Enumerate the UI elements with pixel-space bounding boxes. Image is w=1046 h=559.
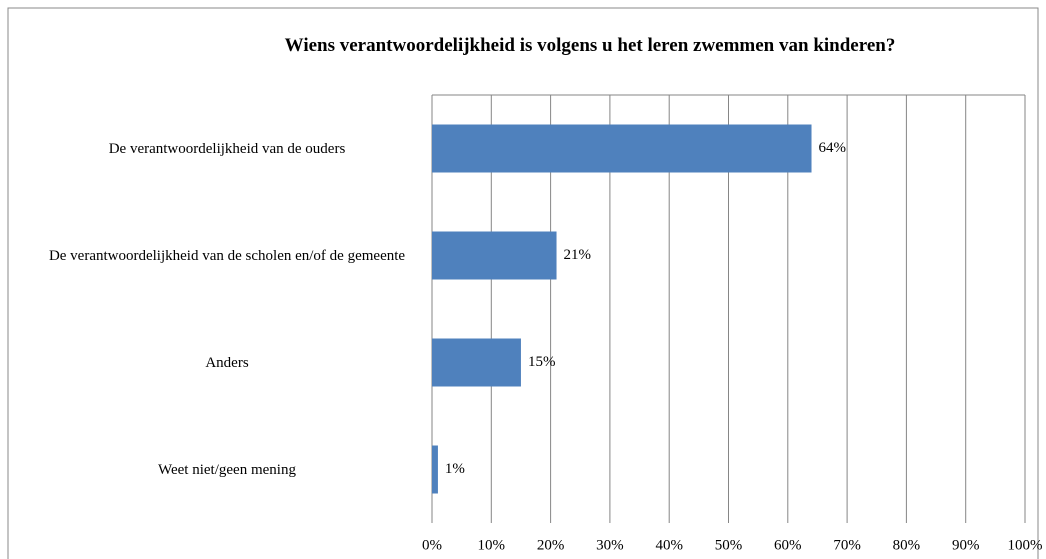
value-label: 1% [445, 461, 465, 477]
x-tick-label: 0% [422, 537, 442, 553]
x-tick-label: 10% [478, 537, 506, 553]
x-tick-label: 70% [833, 537, 861, 553]
x-tick-label: 90% [952, 537, 980, 553]
x-tick-label: 60% [774, 537, 802, 553]
value-label: 15% [528, 354, 556, 370]
x-tick-label: 100% [1008, 537, 1043, 553]
bar [432, 445, 438, 494]
value-label: 21% [564, 247, 592, 263]
x-tick-label: 50% [715, 537, 743, 553]
bar [432, 338, 521, 387]
x-tick-label: 30% [596, 537, 624, 553]
bar [432, 124, 812, 173]
y-tick-label: Anders [205, 354, 249, 371]
bar [432, 231, 557, 280]
x-tick-label: 80% [893, 537, 921, 553]
y-tick-label: De verantwoordelijkheid van de scholen e… [48, 247, 406, 264]
chart-border [7, 7, 1039, 559]
x-tick-label: 20% [537, 537, 565, 553]
value-label: 64% [819, 140, 847, 156]
chart-title: Wiens verantwoordelijkheid is volgens u … [284, 35, 896, 56]
x-tick-label: 40% [655, 537, 683, 553]
y-tick-label: De verantwoordelijkheid van de ouders [108, 140, 346, 157]
y-tick-label: Weet niet/geen mening [158, 461, 296, 478]
